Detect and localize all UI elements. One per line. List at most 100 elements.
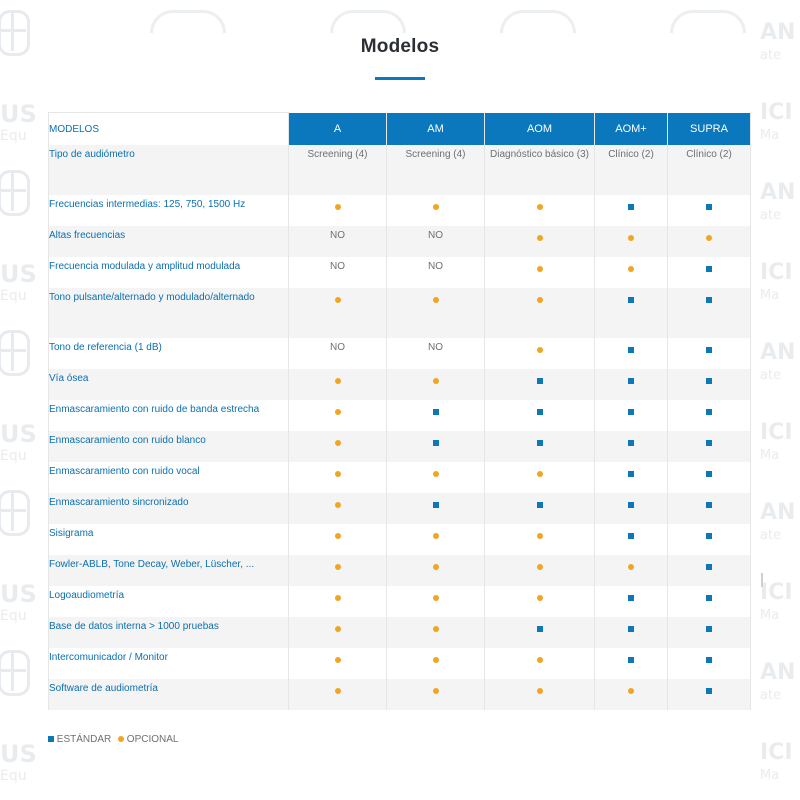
optional-dot-icon	[334, 378, 341, 385]
watermark-text: ICI	[760, 740, 793, 765]
feature-label: Intercomunicador / Monitor	[48, 648, 289, 679]
model-header-supra: SUPRA	[667, 112, 751, 145]
optional-dot-icon	[334, 471, 341, 478]
optional-dot-icon	[432, 626, 439, 633]
optional-dot-icon	[432, 564, 439, 571]
watermark-cross-icon	[0, 490, 30, 536]
watermark-text: Equ	[0, 128, 27, 144]
standard-cell	[667, 648, 751, 679]
watermark-text: Ma	[760, 768, 780, 783]
standard-cell	[484, 493, 595, 524]
feature-label: Frecuencias intermedias: 125, 750, 1500 …	[48, 195, 289, 226]
standard-cell	[594, 369, 668, 400]
optional-cell	[288, 195, 387, 226]
standard-square-icon	[628, 657, 634, 664]
model-header-am: AM	[386, 112, 485, 145]
models-comparison-table: MODELOS A AM AOM AOM+ SUPRA Tipo de audi…	[48, 112, 751, 710]
page-title: Modelos	[360, 36, 440, 57]
feature-label: Tipo de audiómetro	[48, 145, 289, 195]
standard-cell	[594, 586, 668, 617]
standard-cell	[386, 400, 485, 431]
watermark-text: US	[0, 420, 37, 448]
standard-square-icon	[706, 626, 712, 633]
text-cell: Screening (4)	[386, 145, 485, 195]
standard-cell	[484, 431, 595, 462]
optional-cell	[484, 226, 595, 257]
watermark-text: Equ	[0, 608, 27, 624]
standard-square-icon	[706, 266, 712, 273]
standard-square-icon	[628, 471, 634, 478]
optional-cell	[484, 257, 595, 288]
watermark-text: Equ	[0, 768, 27, 784]
watermark-text: Ma	[760, 288, 780, 303]
standard-cell	[667, 462, 751, 493]
text-cell: NO	[386, 338, 485, 369]
standard-square-icon	[628, 347, 634, 354]
text-cell: Clínico (2)	[594, 145, 668, 195]
standard-square-icon	[628, 204, 634, 211]
optional-cell	[386, 679, 485, 710]
standard-cell	[667, 679, 751, 710]
standard-square-icon	[706, 471, 712, 478]
optional-cell	[484, 555, 595, 586]
optional-dot-icon	[536, 204, 543, 211]
optional-cell	[594, 257, 668, 288]
legend-optional-label: OPCIONAL	[126, 734, 179, 745]
watermark-text: Ma	[760, 608, 780, 623]
optional-cell	[484, 586, 595, 617]
optional-cell	[386, 617, 485, 648]
standard-cell	[594, 195, 668, 226]
standard-square-icon	[432, 440, 439, 447]
optional-cell	[667, 226, 751, 257]
standard-square-icon	[536, 440, 543, 447]
watermark-text: ICI	[760, 420, 793, 445]
standard-cell	[667, 369, 751, 400]
feature-label: Software de audiometría	[48, 679, 289, 710]
standard-square-icon	[706, 409, 712, 416]
optional-cell	[386, 555, 485, 586]
optional-cell	[484, 679, 595, 710]
standard-square-icon	[706, 595, 712, 602]
table-row: Enmascaramiento con ruido vocal	[48, 462, 751, 493]
watermark-text: Equ	[0, 448, 27, 464]
optional-dot-icon	[432, 378, 439, 385]
optional-dot-icon	[628, 235, 634, 242]
optional-cell	[484, 195, 595, 226]
standard-cell	[594, 524, 668, 555]
optional-cell	[288, 431, 387, 462]
feature-label: Enmascaramiento sincronizado	[48, 493, 289, 524]
table-row: Enmascaramiento con ruido de banda estre…	[48, 400, 751, 431]
table-row: Tono pulsante/alternado y modulado/alter…	[48, 288, 751, 338]
optional-dot-icon	[536, 266, 543, 273]
optional-dot-icon	[536, 564, 543, 571]
optional-dot-icon	[706, 235, 712, 242]
optional-dot-icon	[432, 657, 439, 664]
watermark-arc	[150, 10, 226, 33]
optional-cell	[288, 524, 387, 555]
optional-dot-icon	[334, 657, 341, 664]
table-row: Sisigrama	[48, 524, 751, 555]
standard-cell	[594, 400, 668, 431]
optional-cell	[484, 462, 595, 493]
optional-cell	[288, 617, 387, 648]
text-cell: NO	[386, 257, 485, 288]
watermark-cross-icon	[0, 10, 30, 56]
table-row: Enmascaramiento sincronizado	[48, 493, 751, 524]
standard-square-icon	[706, 502, 712, 509]
watermark-text: ate	[760, 528, 782, 543]
optional-dot-icon	[118, 736, 125, 743]
watermark-text: US	[0, 580, 37, 608]
models-header-label: MODELOS	[48, 112, 289, 145]
watermark-text: US	[0, 100, 37, 128]
optional-cell	[484, 288, 595, 338]
standard-cell	[667, 400, 751, 431]
optional-dot-icon	[432, 595, 439, 602]
optional-dot-icon	[334, 409, 341, 416]
standard-square-icon	[706, 204, 712, 211]
watermark-text: US	[0, 260, 37, 288]
watermark-text: AN	[760, 20, 796, 45]
watermark-arc	[670, 10, 746, 33]
optional-cell	[484, 524, 595, 555]
table-row: Frecuencia modulada y amplitud modulada N…	[48, 257, 751, 288]
model-header-aom-plus: AOM+	[594, 112, 668, 145]
